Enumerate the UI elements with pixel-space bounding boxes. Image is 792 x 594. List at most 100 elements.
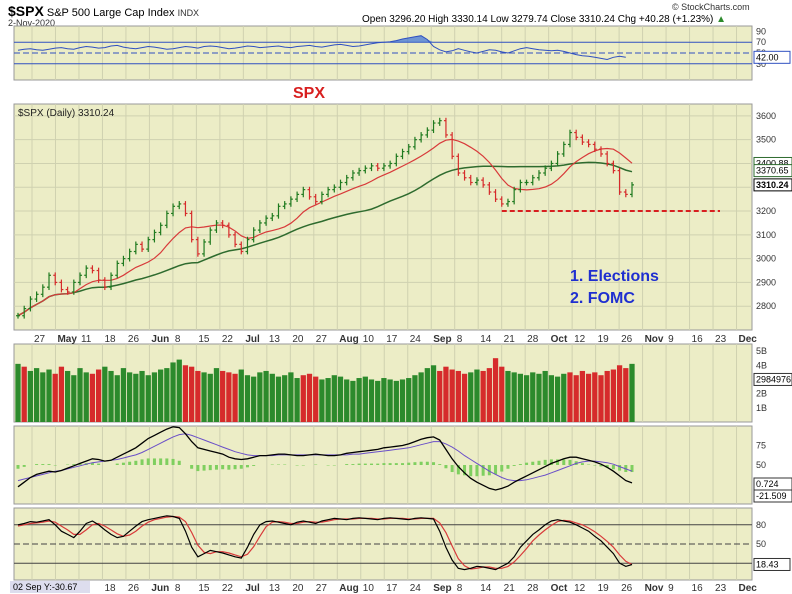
volume-bar	[511, 372, 517, 422]
bottom-x-tick-label: 27	[316, 583, 328, 594]
volume-bar	[406, 378, 412, 422]
bottom-x-tick-label: 20	[292, 583, 304, 594]
volume-bar	[325, 378, 331, 422]
macd-histogram-bar	[245, 465, 249, 468]
volume-last-value: 2984976	[756, 374, 791, 384]
volume-bar	[195, 370, 201, 422]
x-tick-label: Dec	[739, 334, 758, 345]
bottom-x-tick-label: 28	[527, 583, 539, 594]
price-bar	[518, 179, 523, 193]
price-y-tick: 3600	[756, 111, 776, 121]
volume-bar	[40, 372, 46, 422]
price-bar	[630, 182, 634, 198]
volume-y-tick: 4B	[756, 360, 767, 370]
volume-bar	[145, 375, 151, 422]
price-bar	[140, 241, 145, 252]
volume-bar	[151, 372, 158, 422]
stoch-d-line	[17, 515, 633, 570]
bottom-x-tick-label: 8	[457, 583, 463, 594]
price-bar	[375, 162, 380, 172]
event-note: 1. Elections	[570, 268, 659, 285]
bottom-x-tick-label: Oct	[551, 583, 568, 594]
volume-bar	[616, 365, 623, 422]
price-bar	[369, 162, 374, 172]
price-bar	[617, 167, 622, 195]
price-bar	[450, 132, 455, 160]
x-tick-label: 22	[222, 334, 234, 345]
exchange-label: INDX	[177, 8, 200, 18]
volume-bar	[257, 372, 263, 422]
spx-annotation: SPX	[293, 85, 325, 102]
volume-bar	[598, 375, 604, 422]
volume-bar	[437, 370, 443, 422]
volume-bar	[554, 376, 561, 422]
volume-bar	[176, 359, 182, 422]
price-bar	[586, 139, 591, 148]
price-bar	[350, 170, 355, 181]
macd-histogram-bar	[481, 465, 485, 476]
price-bar	[127, 248, 132, 262]
macd-histogram-bar	[494, 465, 498, 475]
bottom-x-tick-label: 13	[269, 583, 281, 594]
volume-bar	[282, 375, 288, 422]
stoch-value-box	[753, 557, 791, 571]
volume-bar	[294, 378, 300, 422]
price-bar	[338, 179, 343, 191]
price-bar	[363, 165, 368, 174]
price-bar	[276, 203, 281, 219]
x-tick-label: Aug	[339, 334, 358, 345]
volume-bar	[77, 368, 83, 422]
macd-histogram-bar	[227, 465, 231, 470]
x-tick-label: 19	[598, 334, 610, 345]
price-bar	[164, 210, 169, 229]
price-bar	[431, 120, 436, 134]
price-bar	[443, 117, 448, 138]
macd-histogram-bar	[35, 464, 39, 465]
stockcharts-brand: © StockCharts.com	[672, 2, 750, 12]
macd-histogram-bar	[351, 464, 355, 465]
volume-bar	[337, 376, 344, 422]
price-bar	[202, 239, 207, 257]
x-tick-label: 28	[527, 334, 539, 345]
macd-histogram-bar	[72, 464, 76, 465]
price-axis-label: 3310.24	[756, 180, 789, 190]
x-tick-label: May	[57, 334, 77, 345]
macd-histogram-bar	[444, 465, 448, 469]
price-bar	[282, 201, 287, 210]
macd-histogram-bar	[469, 465, 473, 477]
volume-value-box	[753, 372, 792, 386]
volume-bar	[530, 372, 536, 422]
volume-bar	[387, 379, 393, 422]
price-bar	[574, 129, 579, 141]
volume-bar	[300, 375, 306, 422]
price-bar	[307, 186, 312, 200]
price-bar	[53, 272, 58, 286]
volume-bar	[393, 380, 399, 422]
price-bar	[78, 272, 83, 286]
volume-bar	[102, 366, 108, 422]
bottom-x-tick-label: Nov	[645, 583, 664, 594]
x-tick-label: 13	[269, 334, 281, 345]
x-tick-label: Sep	[433, 334, 451, 345]
volume-bar	[443, 366, 449, 422]
macd-line	[17, 426, 633, 491]
price-bar	[437, 117, 442, 126]
price-bar	[605, 151, 610, 167]
volume-bar	[46, 369, 52, 422]
price-bar	[214, 220, 219, 233]
bottom-x-tick-label: Dec	[739, 583, 758, 594]
macd-histogram-bar	[407, 462, 411, 465]
price-bar	[245, 236, 250, 255]
price-bar	[555, 151, 560, 167]
volume-bar	[536, 373, 542, 422]
macd-histogram-bar	[611, 465, 615, 470]
price-bar	[505, 198, 510, 207]
volume-bar	[139, 370, 145, 422]
macd-histogram-bar	[97, 463, 101, 465]
volume-bar	[362, 376, 368, 422]
stoch-last-value: 18.43	[756, 559, 779, 569]
price-y-tick: 3000	[756, 254, 776, 264]
volume-y-tick: 5B	[756, 346, 767, 356]
macd-histogram-bar	[370, 463, 374, 465]
